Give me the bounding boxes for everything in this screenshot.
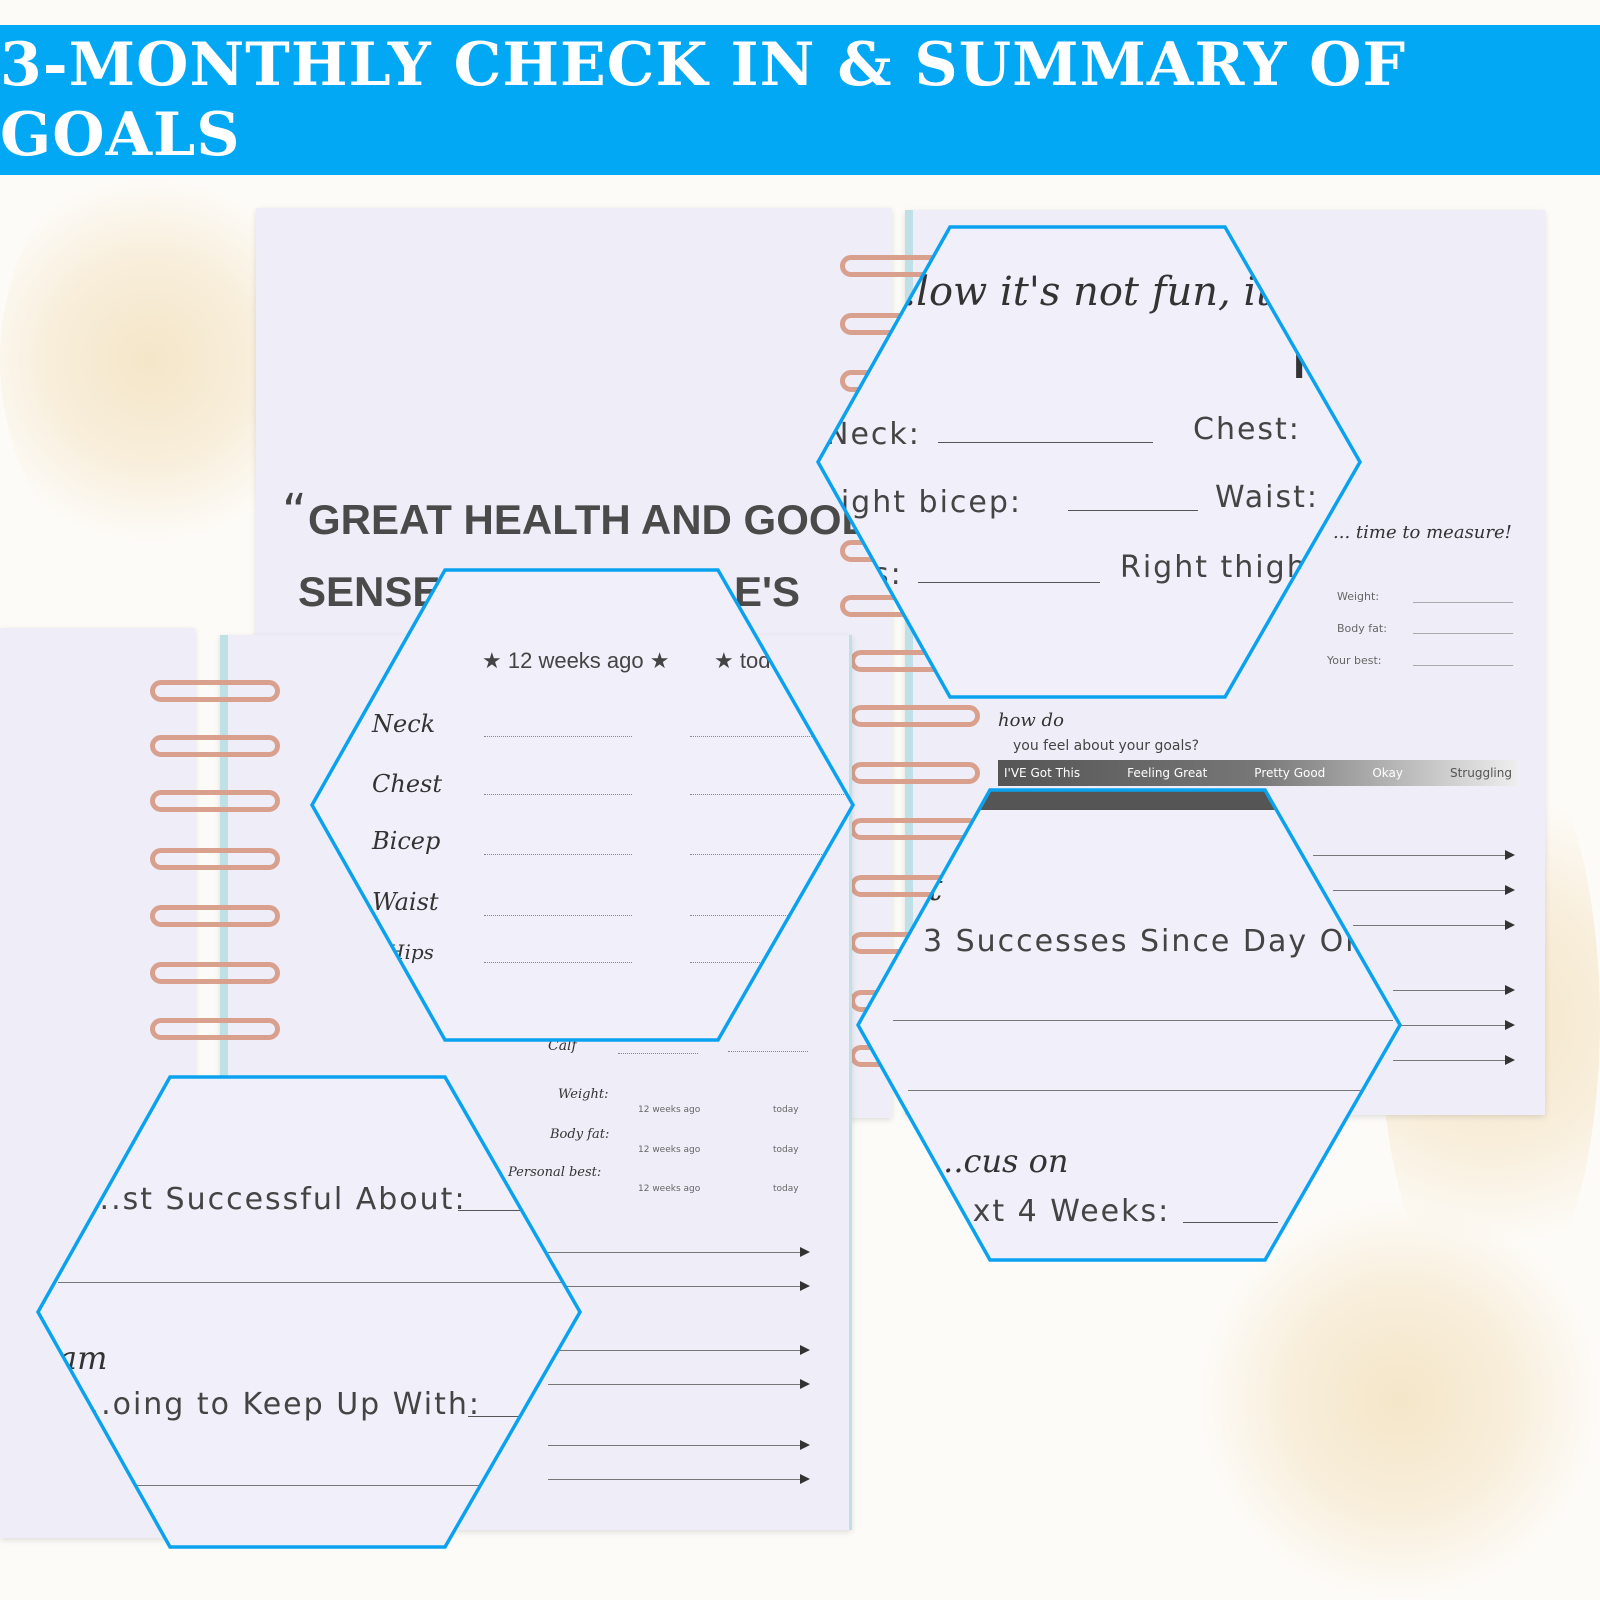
feel-question: you feel about your goals? [1013, 738, 1200, 754]
quote-line: GREAT HEALTH AND GOOD [308, 496, 872, 543]
scale-option[interactable]: Okay [1372, 766, 1403, 780]
your-best-label: Your best: [1327, 654, 1382, 667]
right-thigh-label: Right thigh [1120, 550, 1308, 585]
stat-12-weeks: 12 weeks ago [638, 1105, 701, 1115]
scale-option[interactable]: Feeling Great [1127, 766, 1208, 780]
weight-label: Weight: [1337, 590, 1380, 603]
neck-label: Neck: [826, 417, 921, 452]
row-neck: Neck [372, 710, 436, 738]
scale-option[interactable]: Pretty Good [1254, 766, 1326, 780]
stat-today: today [773, 1105, 799, 1115]
next-weeks-label: ...xt 4 Weeks: [938, 1194, 1171, 1229]
keep-up-label: ...oing to Keep Up With: [78, 1387, 481, 1422]
quote-line: E'S [734, 568, 801, 615]
stat-today: today [773, 1145, 799, 1155]
floral-background [1200, 1200, 1600, 1600]
star-icon: ★ [649, 648, 670, 673]
row-bicep: Bicep [372, 827, 441, 855]
successes-label: 3 Successes Since Day One [923, 924, 1387, 959]
how-do-label: how do [998, 710, 1064, 731]
banner-title: 3-MONTHLY CHECK IN & SUMMARY OF GOALS [0, 30, 1407, 170]
stat-12-weeks: 12 weeks ago [638, 1184, 701, 1194]
focus-label: ...cus on [933, 1142, 1069, 1180]
chest-label: Chest: [1193, 412, 1301, 447]
row-waist: Waist [372, 888, 439, 916]
calf-label: Calf [548, 1038, 577, 1054]
right-bicep-label: Right bicep: [818, 485, 1023, 520]
weight-label: Weight: [558, 1087, 609, 1102]
floral-background [0, 150, 300, 570]
quote-mark: “ [282, 484, 307, 540]
star-icon: ★ [482, 648, 502, 673]
body-fat-label: Body fat: [1337, 622, 1387, 635]
row-chest: Chest [372, 770, 442, 798]
quote-line: SENSE [298, 568, 441, 615]
waist-label: Waist: [1215, 480, 1319, 515]
feeling-scale: I'VE Got This Feeling Great Pretty Good … [998, 760, 1518, 786]
stat-today: today [773, 1184, 799, 1194]
stat-12-weeks: 12 weeks ago [638, 1145, 701, 1155]
title-banner: 3-MONTHLY CHECK IN & SUMMARY OF GOALS [0, 25, 1600, 175]
scale-option[interactable]: I'VE Got This [1004, 766, 1081, 780]
time-to-measure: ... time to measure! [1333, 522, 1512, 543]
scale-option[interactable]: Struggling [1449, 766, 1512, 780]
body-fat-label: Body fat: [550, 1127, 610, 1142]
personal-best-label: Personal best: [508, 1165, 602, 1180]
most-successful-label: ...st Successful About: [88, 1182, 467, 1217]
star-icon: ★ [714, 648, 734, 673]
col-12-weeks: 12 weeks ago [507, 648, 644, 673]
